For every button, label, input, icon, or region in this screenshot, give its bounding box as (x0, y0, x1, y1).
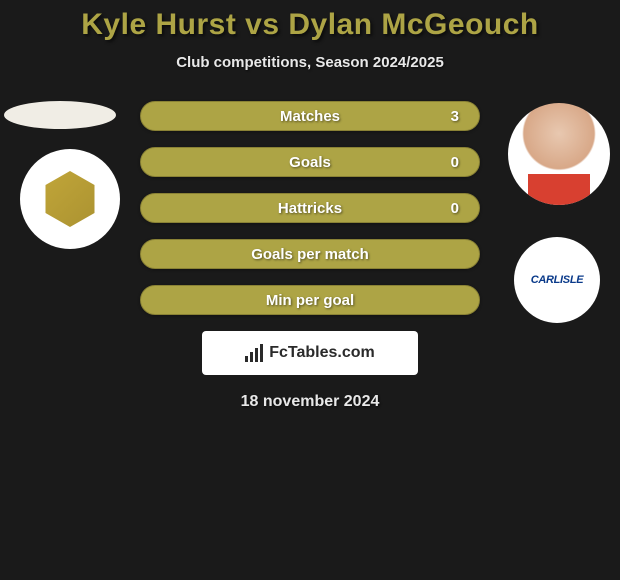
player2-avatar (508, 103, 610, 205)
stat-label: Hattricks (278, 200, 342, 217)
fctables-badge[interactable]: FcTables.com (202, 331, 418, 375)
stat-label: Goals per match (251, 246, 369, 263)
stat-label: Matches (280, 108, 340, 125)
subtitle: Club competitions, Season 2024/2025 (0, 54, 620, 71)
player1-avatar (4, 101, 116, 129)
bar-chart-icon (245, 344, 263, 362)
stat-row-min-per-goal: Min per goal (140, 285, 480, 315)
stat-label: Goals (289, 154, 331, 171)
stats-area: CARLISLE Matches 3 Goals 0 Hattricks 0 G… (0, 101, 620, 411)
page-title: Kyle Hurst vs Dylan McGeouch (0, 8, 620, 42)
stat-value: 3 (451, 108, 459, 125)
stat-value: 0 (451, 200, 459, 217)
date-text: 18 november 2024 (0, 393, 620, 411)
stat-row-matches: Matches 3 (140, 101, 480, 131)
club1-crest-icon (35, 164, 105, 234)
club2-badge: CARLISLE (514, 237, 600, 323)
container: Kyle Hurst vs Dylan McGeouch Club compet… (0, 0, 620, 411)
stat-row-goals-per-match: Goals per match (140, 239, 480, 269)
stat-label: Min per goal (266, 292, 354, 309)
stat-row-goals: Goals 0 (140, 147, 480, 177)
stat-row-hattricks: Hattricks 0 (140, 193, 480, 223)
club1-badge (20, 149, 120, 249)
fctables-label: FcTables.com (269, 344, 375, 362)
club2-label: CARLISLE (531, 274, 584, 286)
stat-value: 0 (451, 154, 459, 171)
